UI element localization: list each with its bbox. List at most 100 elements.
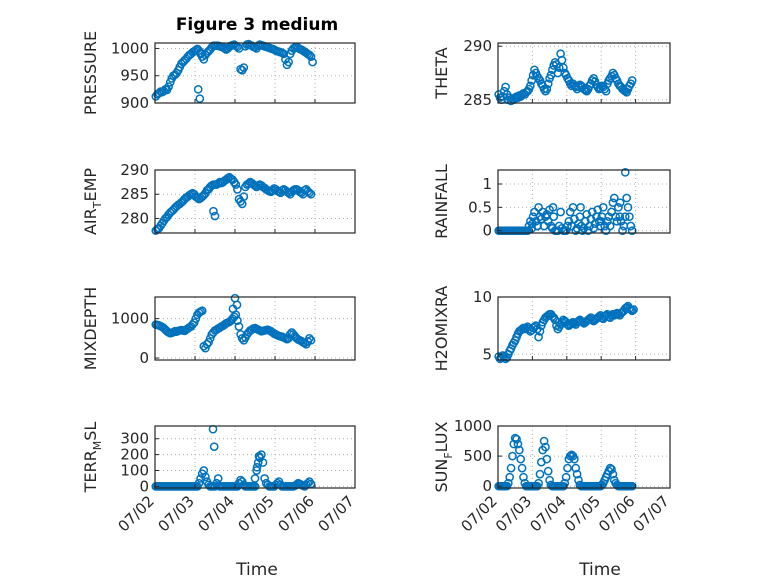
y-axis-label: RAINFALL bbox=[432, 164, 451, 239]
data-point bbox=[554, 63, 564, 72]
data-point bbox=[548, 202, 558, 212]
data-point bbox=[201, 472, 210, 482]
data-point bbox=[598, 202, 608, 212]
y-axis-label: SUNFLUX bbox=[432, 421, 455, 492]
data-point bbox=[629, 305, 638, 314]
data-point bbox=[609, 193, 619, 203]
data-point bbox=[253, 41, 263, 51]
data-point bbox=[258, 458, 268, 467]
data-point bbox=[611, 212, 621, 222]
x-tick-label: 07/07 bbox=[630, 492, 673, 535]
subplot-pressure: 900 950 1000 PRESSURE bbox=[81, 31, 356, 115]
y-axis-label: THETA bbox=[432, 47, 451, 99]
data-point bbox=[305, 188, 314, 198]
data-point bbox=[533, 221, 542, 231]
data-point bbox=[570, 454, 579, 464]
y-tick-label: 285 bbox=[120, 185, 149, 203]
data-point bbox=[213, 474, 223, 483]
data-point bbox=[195, 94, 205, 103]
data-point bbox=[284, 57, 293, 67]
y-axis-label: PRESSURE bbox=[81, 31, 100, 115]
data-point bbox=[519, 472, 528, 482]
data-point bbox=[543, 79, 553, 89]
x-tick-label: 07/07 bbox=[315, 492, 358, 535]
data-point bbox=[578, 317, 587, 327]
data-point bbox=[164, 82, 173, 91]
x-tick-label: 07/02 bbox=[458, 492, 501, 535]
y-tick-label: 280 bbox=[120, 209, 149, 227]
x-tick-label: 07/05 bbox=[561, 492, 604, 535]
data-point bbox=[232, 300, 242, 310]
data-point bbox=[233, 316, 242, 325]
figure-title: Figure 3 medium bbox=[176, 15, 338, 35]
subplot-mixdepth: 0 1000 MIXDEPTH bbox=[81, 287, 356, 370]
subplot-h2omixra: 5 10 H2OMIXRA bbox=[432, 286, 671, 371]
data-point bbox=[627, 306, 637, 316]
data-point bbox=[626, 221, 636, 231]
data-point bbox=[542, 84, 552, 94]
data-point bbox=[204, 337, 213, 347]
data-point bbox=[254, 451, 264, 461]
data-point bbox=[252, 462, 262, 472]
data-point bbox=[250, 474, 260, 483]
x-tick-label: 07/02 bbox=[115, 492, 158, 535]
data-point bbox=[305, 50, 314, 60]
data-point bbox=[506, 463, 516, 473]
subplot-theta: 285 290 THETA bbox=[432, 37, 671, 109]
y-tick-label: 1000 bbox=[111, 310, 149, 328]
data-point bbox=[516, 454, 526, 464]
y-tick-label: 290 bbox=[120, 161, 149, 179]
axes-frame bbox=[497, 42, 671, 104]
y-tick-label: 0.5 bbox=[468, 198, 492, 216]
y-tick-label: 10 bbox=[473, 288, 492, 306]
data-point bbox=[253, 458, 263, 467]
data-point bbox=[250, 181, 260, 190]
data-point bbox=[541, 442, 550, 452]
data-point bbox=[561, 472, 571, 482]
data-point bbox=[625, 212, 634, 222]
axes-frame bbox=[154, 296, 356, 361]
data-point bbox=[622, 193, 632, 203]
x-tick-label: 07/04 bbox=[195, 492, 238, 535]
data-point bbox=[614, 202, 623, 212]
data-point bbox=[231, 180, 241, 189]
data-point bbox=[234, 322, 244, 331]
data-point bbox=[239, 63, 249, 72]
data-point bbox=[534, 478, 543, 488]
data-point bbox=[563, 463, 572, 473]
data-point bbox=[308, 57, 317, 67]
data-point bbox=[543, 466, 553, 476]
y-tick-label: 5 bbox=[482, 345, 492, 363]
data-point bbox=[593, 205, 603, 215]
data-point bbox=[279, 49, 289, 59]
axes-frame bbox=[497, 296, 671, 361]
data-point bbox=[535, 327, 545, 336]
data-point bbox=[305, 333, 314, 343]
data-point bbox=[571, 463, 581, 473]
x-tick-label: 07/04 bbox=[526, 492, 569, 535]
data-point bbox=[239, 192, 249, 201]
y-tick-label: 0 bbox=[482, 477, 492, 495]
data-point bbox=[285, 330, 295, 339]
y-tick-label: 285 bbox=[463, 91, 492, 109]
data-point bbox=[596, 216, 606, 226]
y-tick-label: 100 bbox=[120, 462, 149, 480]
x-tick-label: 07/06 bbox=[595, 492, 638, 535]
y-tick-label: 0 bbox=[482, 222, 492, 240]
axes-frame bbox=[154, 425, 356, 489]
data-point bbox=[209, 206, 218, 216]
x-tick-label: 07/05 bbox=[235, 492, 278, 535]
y-tick-label: 1 bbox=[482, 175, 492, 193]
data-point bbox=[528, 219, 537, 229]
data-point bbox=[620, 167, 630, 177]
data-point bbox=[561, 226, 571, 236]
data-point bbox=[194, 478, 204, 488]
x-axis-label-right: Time bbox=[578, 560, 621, 580]
data-point bbox=[605, 221, 615, 231]
x-axis-label-left: Time bbox=[235, 560, 278, 580]
data-point bbox=[560, 478, 570, 488]
data-point bbox=[189, 318, 199, 327]
axes-frame bbox=[154, 42, 356, 104]
y-tick-label: 500 bbox=[463, 447, 492, 465]
